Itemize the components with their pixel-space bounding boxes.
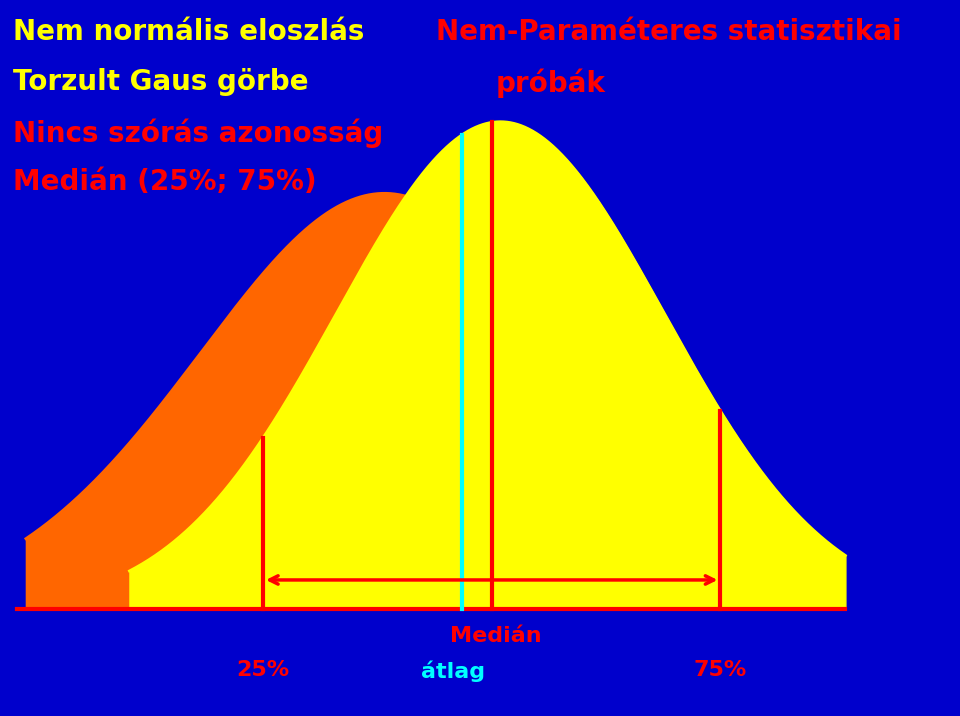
Text: Medián: Medián (450, 626, 541, 647)
Text: Torzult Gaus görbe: Torzult Gaus görbe (12, 68, 308, 96)
Text: Nem-Paraméteres statisztikai: Nem-Paraméteres statisztikai (436, 18, 901, 46)
Text: átlag: átlag (420, 660, 485, 682)
Text: Nem normális eloszlás: Nem normális eloszlás (12, 18, 364, 46)
Text: Medián (25%; 75%): Medián (25%; 75%) (12, 168, 317, 196)
Text: 75%: 75% (694, 660, 747, 680)
Text: 25%: 25% (236, 660, 290, 680)
Text: Nincs szórás azonosság: Nincs szórás azonosság (12, 118, 383, 147)
Text: próbák: próbák (496, 68, 606, 97)
